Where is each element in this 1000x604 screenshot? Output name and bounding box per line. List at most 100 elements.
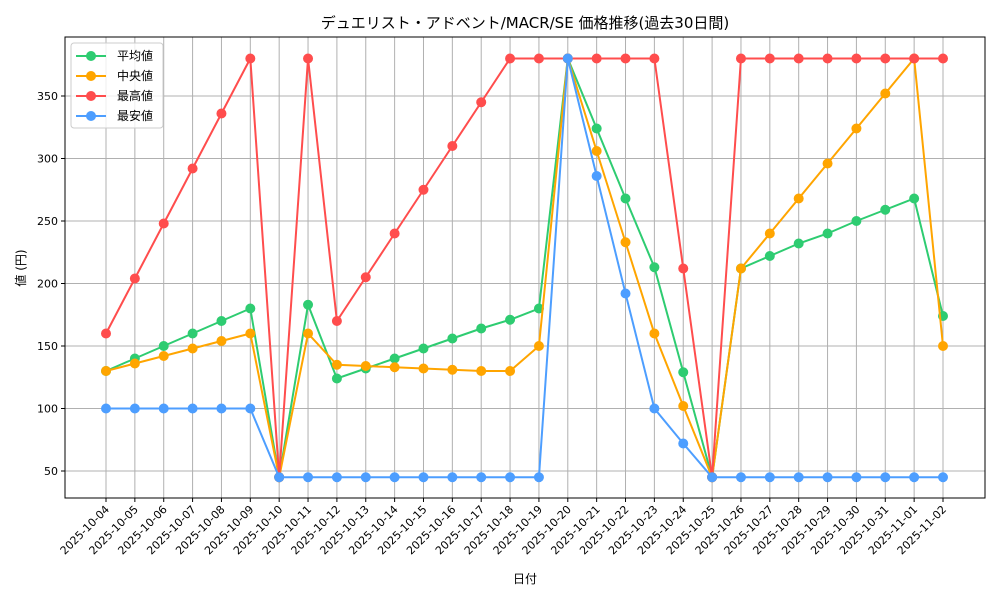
x-axis-label: 日付 [513,572,537,586]
data-point [591,53,602,64]
data-point [101,328,111,339]
data-point [101,403,111,414]
data-point [331,359,342,370]
data-point [505,314,516,325]
data-point [793,238,804,249]
data-point [216,336,227,346]
data-point [880,204,891,215]
y-tick-label: 250 [37,215,58,228]
data-point [303,328,314,339]
legend-item: 中央値 [76,68,153,83]
plot-frame [64,36,986,499]
data-point [158,403,169,414]
data-point [620,237,631,248]
data-point [562,53,573,64]
data-point [505,53,516,64]
data-point [216,316,227,326]
data-point [533,341,544,351]
data-point [158,218,169,229]
x-axis: 2025-10-042025-10-052025-10-062025-10-07… [58,498,949,557]
data-point [505,366,516,376]
data-point [909,193,920,204]
legend-item: 最安値 [76,108,153,123]
data-point [101,366,111,376]
data-point [360,472,371,483]
legend-box [70,42,164,129]
data-point [187,163,198,174]
data-point [505,472,516,483]
series-中央値 [101,53,948,483]
data-point [418,472,429,483]
series-平均値 [101,53,948,483]
data-point [476,366,487,376]
y-tick-label: 150 [37,340,58,353]
legend-marker-icon [86,91,96,101]
data-point [620,193,631,204]
data-point [938,53,948,64]
data-point [649,262,660,273]
data-point [591,171,602,181]
data-point [303,472,314,483]
data-point [793,472,804,483]
data-point [851,472,862,483]
series-最安値 [101,53,948,483]
data-point [389,472,400,483]
data-point [764,228,775,239]
data-point [938,472,948,483]
data-point [389,353,400,364]
data-point [793,53,804,64]
y-axis: 50 100 150 200 250 300 350 [37,90,65,478]
legend-item: 最高値 [76,88,153,103]
data-point [245,403,256,414]
data-point [822,228,833,239]
data-point [216,403,227,414]
data-point [649,403,660,414]
series-line [105,54,944,478]
data-point [360,272,371,283]
data-point [447,333,458,344]
data-point [880,88,891,99]
data-point [418,363,429,374]
data-point [158,341,169,351]
data-point [187,403,198,414]
data-point [331,373,342,384]
grid-lines [65,37,985,498]
data-point [591,146,602,156]
y-tick-label: 50 [44,465,58,478]
data-point [360,361,371,371]
data-point [764,472,775,483]
y-tick-label: 200 [37,278,58,291]
data-point [678,401,689,411]
data-point [533,472,544,483]
data-point [678,438,689,449]
data-point [447,472,458,483]
data-point [678,263,689,274]
data-point [764,251,775,261]
data-point [389,228,400,239]
data-point [880,53,891,64]
chart-title: デュエリスト・アドベント/MACR/SE 価格推移(過去30日間) [321,14,730,32]
data-point [822,472,833,483]
data-point [649,328,660,339]
data-point [245,328,256,339]
y-axis-label: 値 (円) [13,249,28,286]
data-point [735,53,746,64]
data-point [822,158,833,169]
data-point [331,316,342,326]
data-point [245,303,256,314]
data-point [822,53,833,64]
data-point [678,367,689,378]
data-point [851,53,862,64]
data-point [851,216,862,226]
data-point [389,362,400,373]
series-lines [101,53,948,483]
data-point [129,403,140,414]
data-point [331,472,342,483]
data-point [274,472,285,483]
y-tick-label: 350 [37,90,58,103]
data-point [938,341,948,351]
data-point [187,328,198,339]
y-tick-label: 100 [37,403,58,416]
